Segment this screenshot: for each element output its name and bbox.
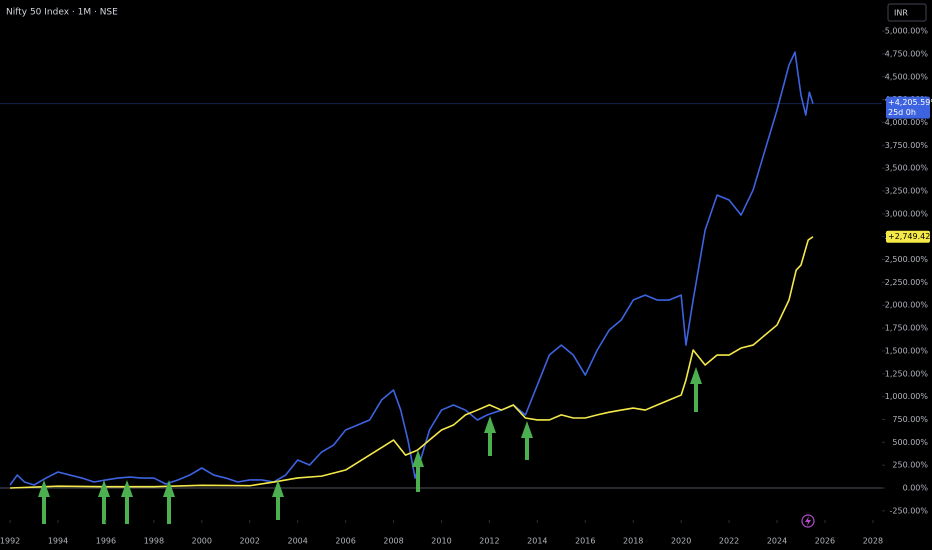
arrow — [163, 480, 175, 524]
y-tick-label: 1,750.00% — [885, 324, 929, 333]
arrow — [38, 480, 50, 524]
y-tick-label: 3,750.00% — [885, 141, 929, 150]
x-tick-label: 2000 — [192, 537, 212, 546]
arrow — [121, 480, 133, 524]
arrow — [521, 421, 533, 460]
currency-label[interactable]: INR — [894, 9, 908, 18]
x-tick-label: 2006 — [335, 537, 355, 546]
arrow — [484, 416, 496, 456]
x-tick-label: 2012 — [479, 537, 499, 546]
series-line — [9, 51, 814, 486]
y-tick-label: 1,500.00% — [885, 346, 929, 355]
x-tick-label: 1992 — [0, 537, 20, 546]
x-tick-label: 2002 — [240, 537, 260, 546]
x-tick-label: 1998 — [144, 537, 164, 546]
y-tick-label: 0.00% — [903, 484, 929, 493]
arrow — [98, 480, 110, 524]
x-tick-label: 2014 — [527, 537, 547, 546]
y-tick-label: 4,750.00% — [885, 49, 929, 58]
x-tick-label: 2026 — [815, 537, 835, 546]
lightning-icon[interactable] — [801, 514, 815, 528]
arrows — [38, 367, 702, 524]
y-tick-label: 3,500.00% — [885, 164, 929, 173]
y-tick-label: 250.00% — [892, 461, 928, 470]
series-layer — [0, 51, 882, 489]
chart-title: Nifty 50 Index · 1M · NSE — [6, 8, 118, 18]
y-tick-label: 4,500.00% — [885, 72, 929, 81]
x-tick-label: 2004 — [287, 537, 307, 546]
series-line — [10, 236, 814, 489]
x-tick-label: 1994 — [48, 537, 68, 546]
y-tick-label: 750.00% — [892, 415, 928, 424]
y-tick-label: -250.00% — [890, 506, 929, 515]
y-tick-label: 4,000.00% — [885, 118, 929, 127]
y-tick-label: 3,000.00% — [885, 209, 929, 218]
price-tag-label: +2,749.42% — [888, 232, 932, 241]
x-tick-label: 2018 — [623, 537, 643, 546]
arrow — [690, 367, 702, 412]
x-tick-label: 2016 — [575, 537, 595, 546]
x-tick-label: 2024 — [767, 537, 787, 546]
x-tick-label: 2020 — [671, 537, 691, 546]
y-tick-label: 1,250.00% — [885, 369, 929, 378]
price-tag-label: +4,205.59% — [888, 98, 932, 107]
y-tick-label: 2,250.00% — [885, 278, 929, 287]
x-tick-label: 2022 — [719, 537, 739, 546]
arrow — [272, 480, 284, 520]
countdown-label: 25d 0h — [888, 108, 916, 117]
x-tick-label: 1996 — [96, 537, 116, 546]
y-tick-label: 500.00% — [892, 438, 928, 447]
x-tick-label: 2028 — [863, 537, 883, 546]
arrow — [412, 450, 424, 492]
x-tick-label: 2010 — [431, 537, 451, 546]
price-tag — [886, 96, 930, 119]
price-tag — [886, 230, 930, 243]
y-tick-label: 2,500.00% — [885, 255, 929, 264]
x-tick-label: 2008 — [383, 537, 403, 546]
currency-button[interactable] — [887, 3, 927, 22]
y-tick-label: 5,000.00% — [885, 27, 929, 36]
y-tick-label: 3,250.00% — [885, 187, 929, 196]
y-tick-label: 1,000.00% — [885, 392, 929, 401]
y-tick-label: 2,000.00% — [885, 301, 929, 310]
